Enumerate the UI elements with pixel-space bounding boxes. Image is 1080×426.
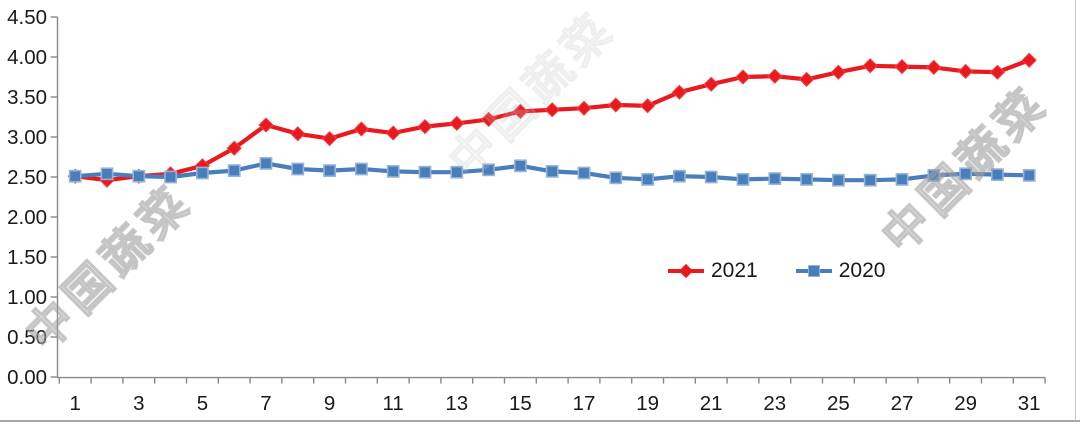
x-tick-label: 13 — [445, 392, 468, 415]
data-point-marker — [450, 165, 464, 179]
data-point-marker — [100, 167, 114, 181]
y-tick-label: 4.50 — [7, 6, 47, 29]
x-tick-label: 21 — [700, 392, 723, 415]
data-point-marker — [164, 170, 177, 184]
y-tick-label: 1.50 — [7, 246, 47, 269]
x-tick-label: 5 — [197, 392, 208, 415]
y-tick-label: 0.50 — [7, 326, 47, 349]
x-tick-label: 11 — [383, 392, 404, 415]
x-tick-label: 25 — [827, 392, 850, 415]
x-tick-label: 29 — [954, 392, 977, 415]
data-point-marker — [639, 98, 656, 114]
data-point-marker — [227, 164, 241, 177]
data-point-marker — [1021, 52, 1037, 68]
x-tick-label: 9 — [324, 392, 335, 415]
data-point-marker — [672, 169, 686, 183]
data-point-marker — [704, 170, 718, 184]
y-tick-label: 4.00 — [7, 46, 47, 69]
data-point-marker — [291, 162, 305, 176]
legend-label-2021: 2021 — [711, 259, 758, 282]
data-point-marker — [830, 64, 847, 80]
series-2021-marker-icon — [668, 263, 704, 279]
data-point-marker — [895, 173, 909, 186]
data-point-marker — [386, 165, 400, 178]
right-border-rule — [1074, 0, 1077, 421]
data-point-marker — [800, 173, 813, 186]
data-point-marker — [798, 71, 815, 88]
data-point-marker — [68, 169, 82, 183]
chart-legend: 2021 2020 — [668, 258, 885, 284]
data-point-marker — [863, 173, 877, 187]
x-tick-label: 19 — [636, 392, 659, 415]
data-point-marker — [735, 69, 751, 85]
data-point-marker — [927, 169, 941, 182]
data-point-marker — [226, 140, 242, 156]
data-point-marker — [576, 100, 592, 116]
x-tick-label: 23 — [763, 392, 786, 415]
data-point-marker — [417, 118, 433, 135]
data-point-marker — [545, 165, 559, 178]
legend-label-2020: 2020 — [838, 259, 886, 282]
data-point-marker — [957, 63, 974, 80]
data-point-marker — [323, 164, 336, 177]
data-point-marker — [449, 115, 465, 132]
data-point-marker — [544, 102, 560, 118]
x-tick-label: 17 — [573, 392, 596, 415]
data-point-marker — [132, 169, 146, 183]
y-tick-label: 3.50 — [7, 86, 47, 109]
y-tick-label: 1.00 — [7, 286, 47, 309]
series-2020-marker-icon — [795, 265, 832, 278]
data-point-marker — [989, 64, 1006, 80]
data-point-marker — [353, 121, 370, 137]
data-point-marker — [258, 117, 274, 133]
x-tick-label: 1 — [69, 392, 80, 415]
data-point-marker — [512, 103, 529, 120]
data-point-marker — [703, 76, 719, 92]
data-point-marker — [671, 84, 688, 100]
data-point-marker — [768, 172, 782, 185]
data-point-marker — [990, 168, 1004, 181]
x-tick-label: 7 — [260, 392, 271, 415]
data-point-marker — [577, 166, 591, 180]
x-tick-label: 31 — [1018, 392, 1041, 415]
legend-item-2021: 2021 — [668, 258, 758, 284]
y-tick-label: 2.50 — [7, 166, 47, 189]
data-point-marker — [959, 167, 972, 181]
y-tick-label: 2.00 — [7, 206, 47, 229]
data-point-marker — [354, 162, 368, 176]
y-tick-label: 3.00 — [7, 126, 47, 149]
data-point-marker — [894, 58, 910, 75]
data-point-marker — [641, 173, 654, 186]
data-point-marker — [1022, 169, 1036, 182]
data-point-marker — [513, 159, 527, 173]
y-tick-label: 0.00 — [7, 366, 47, 389]
data-point-marker — [862, 58, 878, 74]
data-point-marker — [385, 125, 401, 141]
data-point-marker — [608, 97, 624, 113]
data-point-marker — [926, 59, 942, 76]
x-tick-label: 3 — [133, 392, 144, 415]
x-tick-label: 27 — [891, 392, 914, 415]
series-2021-line — [73, 58, 1032, 183]
legend-item-2020: 2020 — [795, 258, 886, 284]
data-point-marker — [290, 126, 306, 142]
bottom-border-rule — [0, 419, 1080, 422]
x-tick-label: 15 — [509, 392, 532, 415]
data-point-marker — [831, 173, 845, 187]
data-point-marker — [321, 130, 338, 147]
data-point-marker — [767, 68, 783, 84]
data-point-marker — [259, 157, 273, 170]
data-point-marker — [480, 111, 497, 128]
data-point-marker — [196, 166, 209, 180]
data-point-marker — [609, 171, 623, 185]
data-point-marker — [482, 163, 495, 177]
data-point-marker — [418, 165, 432, 179]
data-point-marker — [736, 173, 750, 186]
